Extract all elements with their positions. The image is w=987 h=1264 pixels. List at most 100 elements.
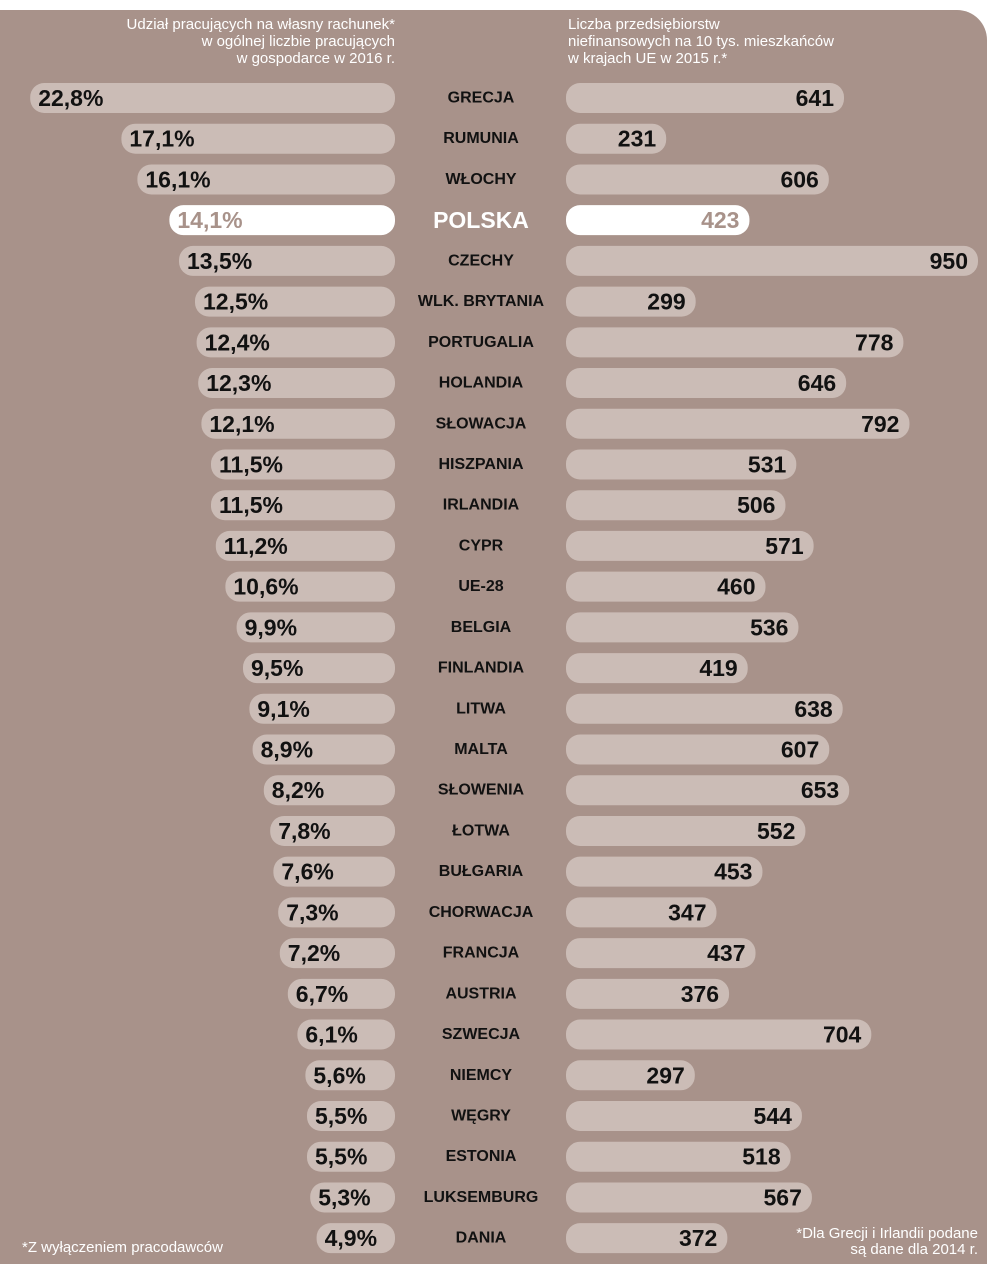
category-label: CYPR: [459, 537, 504, 554]
category-label: DANIA: [456, 1230, 507, 1247]
value-label: 453: [714, 859, 752, 885]
bar: [249, 693, 395, 724]
bar: [566, 612, 799, 643]
bar: [198, 368, 395, 399]
category-label: RUMUNIA: [443, 130, 519, 147]
bar: [121, 123, 396, 154]
value-label: 544: [754, 1103, 793, 1129]
left-note: *Z wyłączeniem pracodawców: [22, 1239, 223, 1256]
bar: [137, 164, 395, 195]
bar: [279, 938, 395, 969]
bar: [566, 815, 806, 846]
category-label: LITWA: [456, 700, 506, 717]
bar: [566, 205, 750, 236]
value-label: 571: [765, 533, 804, 559]
value-label: 606: [780, 166, 818, 192]
bar: [273, 856, 395, 887]
bar: [196, 327, 395, 358]
bar: [566, 1182, 812, 1213]
value-label: 12,1%: [209, 411, 274, 437]
category-label: GRECJA: [448, 90, 515, 107]
value-label: 704: [823, 1022, 862, 1048]
value-label: 567: [764, 1184, 802, 1210]
bar: [225, 571, 395, 602]
value-label: 16,1%: [145, 166, 210, 192]
bar: [243, 653, 395, 684]
bar: [201, 408, 395, 439]
value-label: 460: [717, 574, 755, 600]
bar: [566, 1141, 791, 1172]
bar: [566, 286, 696, 317]
bar: [566, 449, 797, 480]
value-label: 6,7%: [296, 981, 348, 1007]
right-note: *Dla Grecji i Irlandii podane są dane dl…: [796, 1225, 978, 1258]
bar: [566, 1101, 802, 1131]
bar: [566, 530, 814, 561]
category-label: MALTA: [454, 741, 508, 758]
value-label: 299: [647, 289, 685, 315]
category-label: CZECHY: [448, 252, 514, 269]
value-label: 419: [699, 655, 737, 681]
value-label: 518: [742, 1144, 781, 1170]
value-label: 12,4%: [205, 329, 270, 355]
value-label: 536: [750, 614, 788, 640]
category-label: CHORWACJA: [429, 904, 534, 921]
category-label: IRLANDIA: [443, 497, 520, 514]
value-label: 792: [861, 411, 899, 437]
value-label: 437: [707, 940, 745, 966]
value-label: 12,5%: [203, 289, 268, 315]
bar: [566, 653, 748, 684]
panel: [0, 10, 987, 1264]
value-label: 7,6%: [281, 859, 333, 885]
bar: [566, 327, 904, 358]
value-label: 9,1%: [257, 696, 309, 722]
bar: [307, 1141, 395, 1172]
category-label: HOLANDIA: [439, 375, 524, 392]
value-label: 297: [646, 1062, 684, 1088]
bar: [236, 612, 395, 643]
value-label: 372: [679, 1225, 717, 1251]
value-label: 7,2%: [288, 940, 340, 966]
bar: [566, 123, 667, 154]
category-label: WĘGRY: [451, 1108, 511, 1125]
bar: [215, 530, 395, 561]
category-label: FRANCJA: [443, 945, 520, 962]
bar: [566, 938, 756, 969]
category-label: SZWECJA: [442, 1026, 521, 1043]
value-label: 11,5%: [219, 451, 283, 477]
bar: [169, 205, 395, 236]
bar: [566, 734, 830, 765]
value-label: 950: [930, 248, 968, 274]
bar: [566, 571, 766, 602]
value-label: 5,5%: [315, 1103, 367, 1129]
bar: [566, 245, 978, 276]
category-label: UE-28: [458, 578, 503, 595]
value-label: 11,2%: [224, 533, 288, 559]
bar: [566, 1019, 872, 1050]
value-label: 607: [781, 737, 819, 763]
value-label: 347: [668, 899, 706, 925]
value-label: 9,9%: [245, 614, 297, 640]
bar: [310, 1182, 395, 1213]
left-header: Udział pracujących na własny rachunek* w…: [126, 16, 395, 67]
value-label: 778: [855, 329, 894, 355]
bar: [278, 897, 395, 928]
value-label: 646: [798, 370, 836, 396]
value-label: 653: [801, 777, 839, 803]
value-label: 8,2%: [272, 777, 324, 803]
bar: [305, 1060, 395, 1091]
bar: [566, 693, 843, 724]
category-label: PORTUGALIA: [428, 334, 534, 351]
bar: [566, 368, 847, 399]
category-label: FINLANDIA: [438, 660, 525, 677]
value-label: 423: [701, 207, 739, 233]
value-label: 13,5%: [187, 248, 252, 274]
bar: [263, 775, 395, 806]
bar: [195, 286, 395, 317]
bar: [316, 1223, 395, 1254]
bar: [270, 815, 395, 846]
bar: [566, 164, 829, 195]
bar: [211, 449, 395, 480]
